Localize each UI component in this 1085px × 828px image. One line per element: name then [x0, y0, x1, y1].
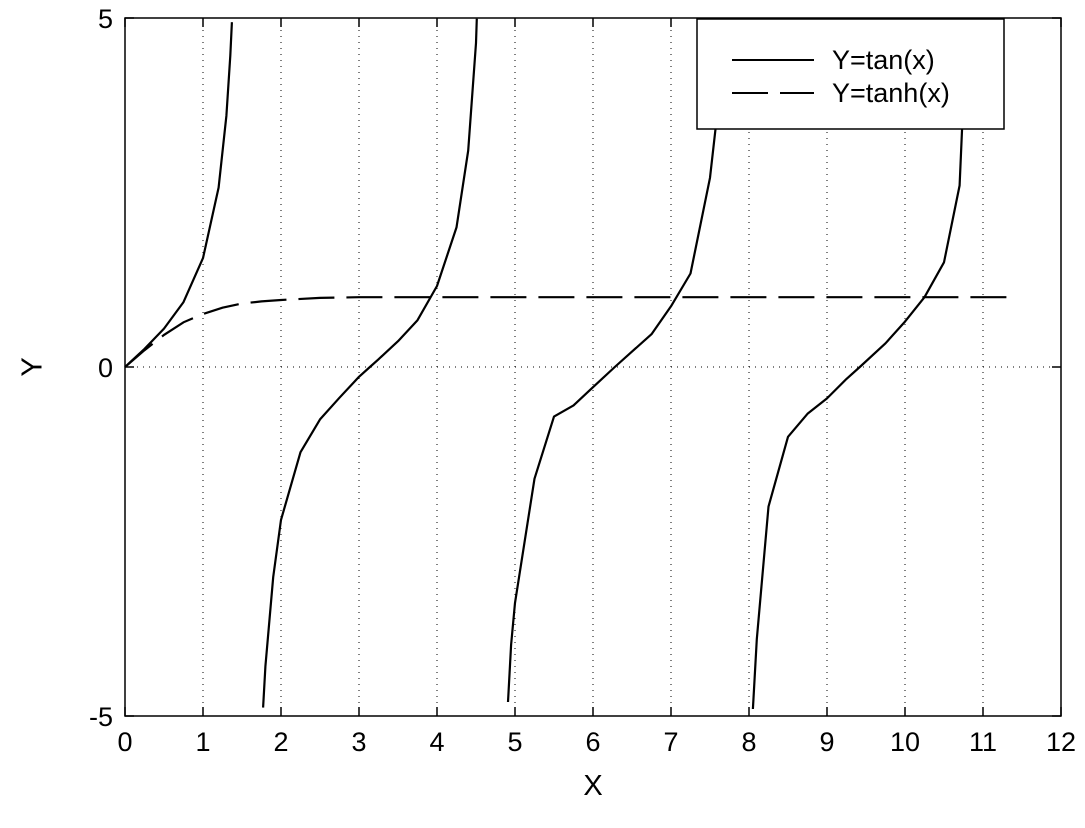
x-tick-label: 10: [890, 727, 920, 757]
x-tick-label: 9: [819, 727, 834, 757]
legend: Y=tan(x) Y=tanh(x): [696, 18, 1005, 130]
x-axis-label: X: [583, 770, 602, 802]
x-tick-label: 6: [585, 727, 600, 757]
x-tick-label: 1: [195, 727, 210, 757]
x-tick-label: 3: [351, 727, 366, 757]
series-line-tan-branch-4: [751, 24, 968, 710]
x-tick-label: 0: [117, 727, 132, 757]
x-tick-label: 5: [507, 727, 522, 757]
series-line-tan-branch-3: [506, 32, 723, 703]
series-layer: [124, 18, 1015, 710]
series-line-tan-branch-2: [262, 18, 478, 708]
y-tick-label: 0: [98, 353, 113, 383]
x-tick-label: 11: [969, 727, 997, 757]
x-tick-label: 2: [273, 727, 288, 757]
series-line-tanh: [124, 296, 1015, 368]
legend-label-tanh: Y=tanh(x): [832, 78, 950, 108]
legend-box: [696, 18, 1005, 130]
grid-lines: [125, 18, 1061, 716]
x-tick-label: 4: [429, 727, 444, 757]
x-tick-label: 12: [1046, 727, 1076, 757]
x-tick-label: 7: [663, 727, 678, 757]
y-tick-label: 5: [98, 4, 113, 34]
tick-labels: 0 1 2 3 4 5 6 7 8 9 10 11 12-505: [89, 4, 1076, 757]
legend-label-tan: Y=tan(x): [832, 45, 935, 75]
y-tick-label: -5: [89, 702, 113, 732]
series-line-tan-branch-1: [124, 22, 233, 368]
x-tick-label: 8: [741, 727, 756, 757]
axis-ticks: [124, 17, 1062, 717]
y-axis-label: Y: [17, 357, 49, 376]
